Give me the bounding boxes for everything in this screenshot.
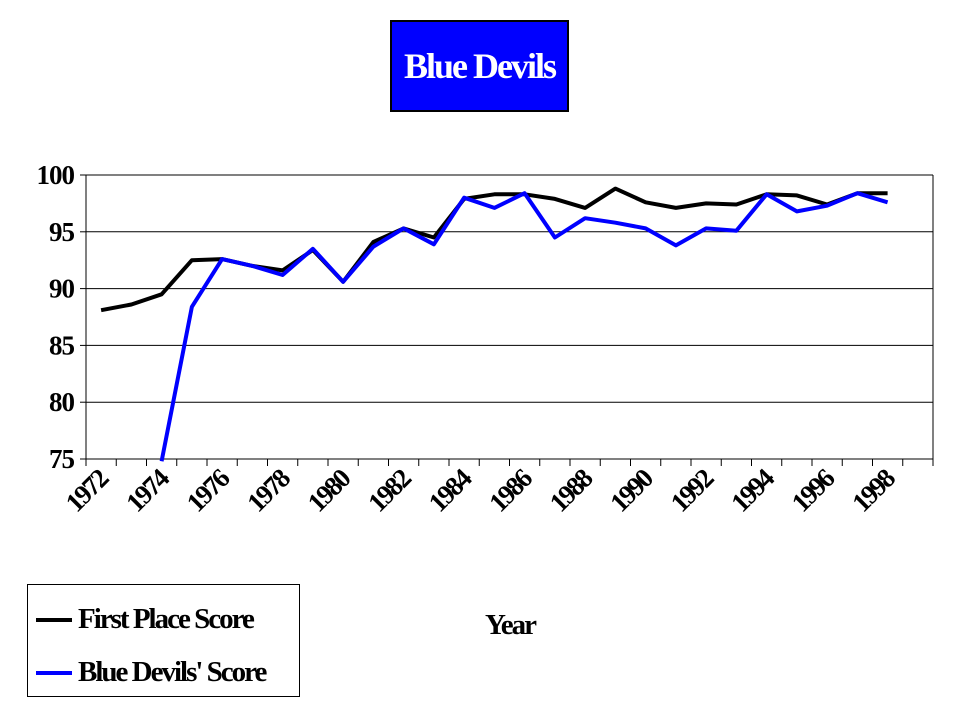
y-tick-label: 95 — [49, 217, 75, 247]
x-tick-label: 1984 — [423, 463, 478, 518]
x-axis-label: Year — [485, 609, 537, 641]
legend-item-blue-devils: Blue Devils' Score — [36, 656, 267, 689]
y-tick-labels: 75 80 85 90 95 100 — [37, 160, 76, 474]
x-tick-label: 1982 — [362, 463, 417, 518]
x-tick-label: 1994 — [725, 463, 780, 518]
x-tick-label: 1996 — [786, 463, 841, 518]
grid-lines — [86, 174, 933, 460]
x-tick-label: 1992 — [665, 463, 720, 518]
chart-title: Blue Devils — [403, 46, 557, 86]
x-tick-label: 1980 — [302, 463, 357, 518]
axes — [80, 174, 934, 466]
x-tick-label: 1976 — [181, 463, 236, 518]
x-tick-label: 1988 — [544, 463, 599, 518]
y-tick-label: 100 — [37, 160, 75, 190]
legend: First Place Score Blue Devils' Score — [27, 584, 300, 697]
legend-label-first-place: First Place Score — [78, 603, 255, 635]
series-line-blue-devils — [159, 191, 889, 462]
y-tick-label: 75 — [49, 444, 75, 474]
legend-item-first-place: First Place Score — [36, 603, 255, 636]
y-tick-label: 85 — [49, 330, 75, 360]
y-tick-label: 80 — [49, 387, 75, 417]
legend-label-blue-devils: Blue Devils' Score — [78, 656, 267, 688]
x-tick-label: 1998 — [846, 463, 901, 518]
legend-swatch-first-place — [36, 617, 72, 622]
legend-swatch-blue-devils — [36, 670, 72, 675]
x-tick-labels: 1972 1974 1976 1978 1980 1982 1984 1986 1988 1990… — [60, 463, 901, 518]
series-lines — [100, 186, 889, 462]
x-tick-label: 1990 — [604, 463, 659, 518]
x-tick-label: 1974 — [120, 463, 175, 518]
y-tick-label: 90 — [49, 274, 75, 304]
chart-title-box: Blue Devils — [390, 20, 569, 112]
x-tick-label: 1986 — [483, 463, 538, 518]
x-tick-label: 1978 — [241, 463, 296, 518]
